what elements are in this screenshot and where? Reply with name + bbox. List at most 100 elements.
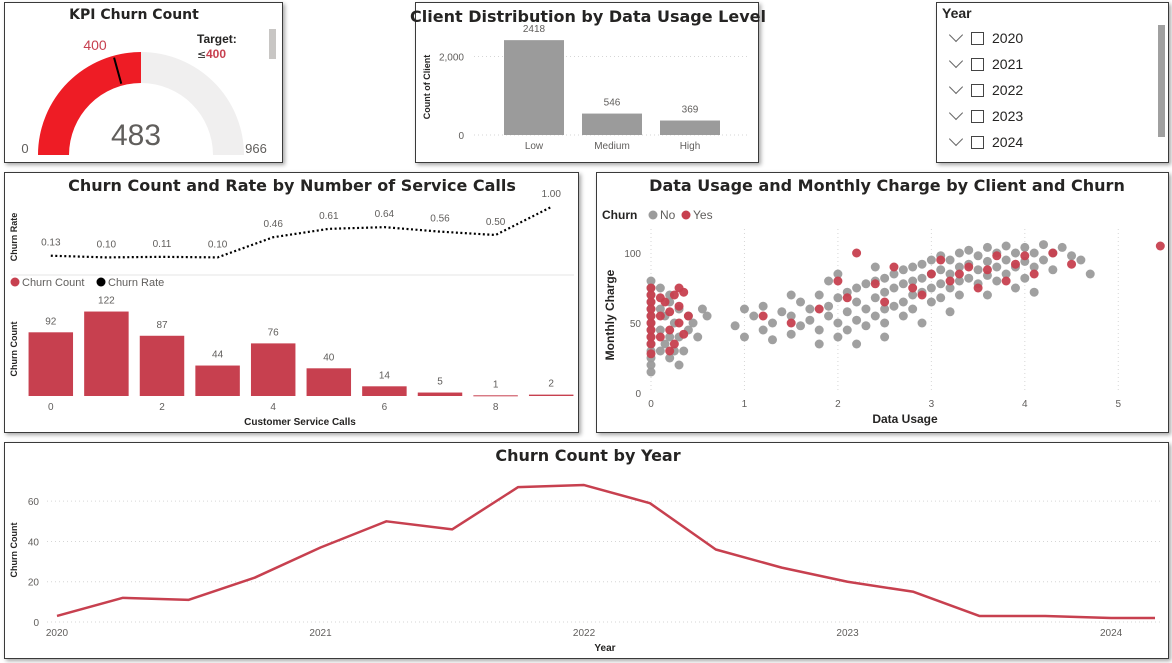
chevron-down-icon[interactable] (948, 53, 964, 69)
scatter-point[interactable] (646, 276, 656, 286)
scatter-point[interactable] (898, 311, 908, 321)
year-slicer-item[interactable]: 2021 (947, 53, 1023, 75)
scatter-point[interactable] (1010, 248, 1020, 258)
scatter-point[interactable] (660, 339, 670, 349)
scatter-point[interactable] (982, 265, 992, 275)
scatter-point[interactable] (767, 335, 777, 345)
churn-count-bar[interactable] (306, 368, 352, 396)
year-checkbox[interactable] (971, 135, 984, 149)
scatter-point[interactable] (908, 290, 918, 300)
year-slicer-item[interactable]: 2023 (947, 105, 1023, 127)
scatter-point[interactable] (646, 304, 656, 314)
scatter-point[interactable] (655, 304, 665, 314)
scatter-point[interactable] (786, 329, 796, 339)
scatter-point[interactable] (964, 273, 974, 283)
scatter-point[interactable] (688, 318, 698, 328)
scatter-point[interactable] (758, 325, 768, 335)
scatter-point[interactable] (674, 360, 684, 370)
scatter-point[interactable] (679, 346, 689, 356)
scatter-point[interactable] (1029, 269, 1039, 279)
scatter-point[interactable] (936, 255, 946, 265)
scatter-point[interactable] (954, 248, 964, 258)
scatter-point[interactable] (805, 304, 815, 314)
year-slicer-item[interactable]: 2020 (947, 27, 1023, 49)
scatter-point[interactable] (674, 301, 684, 311)
scatter-point[interactable] (945, 283, 955, 293)
scatter-point[interactable] (646, 283, 656, 293)
year-checkbox[interactable] (971, 83, 984, 97)
scatter-point[interactable] (908, 283, 918, 293)
scatter-point[interactable] (646, 325, 656, 335)
scatter-point[interactable] (842, 307, 852, 317)
scatter-point[interactable] (861, 321, 871, 331)
scatter-point[interactable] (1039, 240, 1049, 250)
scatter-point[interactable] (1029, 262, 1039, 272)
scatter-point[interactable] (908, 262, 918, 272)
scatter-point[interactable] (852, 315, 862, 325)
scatter-point[interactable] (954, 262, 964, 272)
scatter-point[interactable] (646, 311, 656, 321)
chevron-down-icon[interactable] (948, 131, 964, 147)
scatter-point[interactable] (646, 349, 656, 359)
churn-count-bar[interactable] (528, 394, 574, 396)
scatter-point[interactable] (917, 290, 927, 300)
scatter-point[interactable] (1057, 242, 1067, 252)
year-checkbox[interactable] (971, 109, 984, 123)
scatter-point[interactable] (889, 269, 899, 279)
scatter-point[interactable] (992, 251, 1002, 261)
scatter-point[interactable] (964, 245, 974, 255)
year-slicer-item[interactable]: 2024 (947, 131, 1023, 153)
scatter-point[interactable] (786, 318, 796, 328)
scatter-point[interactable] (646, 339, 656, 349)
usage-bar[interactable] (504, 40, 564, 135)
year-slicer-scrollbar[interactable] (1158, 25, 1165, 137)
scatter-point[interactable] (796, 297, 806, 307)
scatter-point[interactable] (945, 255, 955, 265)
scatter-point[interactable] (655, 346, 665, 356)
scatter-point[interactable] (665, 307, 675, 317)
scatter-point[interactable] (730, 321, 740, 331)
chevron-down-icon[interactable] (948, 105, 964, 121)
scatter-point[interactable] (814, 325, 824, 335)
scatter-point[interactable] (1155, 241, 1165, 251)
scatter-point[interactable] (954, 269, 964, 279)
scatter-point[interactable] (1001, 269, 1011, 279)
scatter-point[interactable] (889, 262, 899, 272)
scatter-point[interactable] (926, 297, 936, 307)
year-checkbox[interactable] (971, 57, 984, 71)
scatter-point[interactable] (954, 276, 964, 286)
scatter-point[interactable] (964, 262, 974, 272)
scatter-point[interactable] (908, 276, 918, 286)
scatter-point[interactable] (889, 283, 899, 293)
scatter-point[interactable] (852, 248, 862, 258)
scatter-point[interactable] (880, 318, 890, 328)
scatter-point[interactable] (814, 290, 824, 300)
scatter-point[interactable] (655, 283, 665, 293)
scatter-point[interactable] (665, 353, 675, 363)
scatter-point[interactable] (833, 318, 843, 328)
scatter-point[interactable] (861, 304, 871, 314)
scatter-point[interactable] (777, 307, 787, 317)
scatter-point[interactable] (1085, 269, 1095, 279)
scatter-point[interactable] (655, 325, 665, 335)
scatter-point[interactable] (786, 311, 796, 321)
scatter-point[interactable] (665, 346, 675, 356)
scatter-point[interactable] (833, 276, 843, 286)
churn-count-bar[interactable] (139, 335, 185, 396)
scatter-point[interactable] (1039, 255, 1049, 265)
scatter-point[interactable] (665, 325, 675, 335)
scatter-point[interactable] (870, 293, 880, 303)
scatter-point[interactable] (674, 318, 684, 328)
scatter-point[interactable] (697, 304, 707, 314)
scatter-point[interactable] (1067, 251, 1077, 261)
scatter-point[interactable] (1029, 248, 1039, 258)
usage-bar[interactable] (582, 113, 642, 135)
scatter-point[interactable] (665, 332, 675, 342)
scatter-point[interactable] (669, 290, 679, 300)
scatter-point[interactable] (898, 279, 908, 289)
scatter-point[interactable] (655, 332, 665, 342)
scatter-point[interactable] (982, 242, 992, 252)
legend-label[interactable]: Churn Rate (108, 277, 164, 289)
year-slicer-item[interactable]: 2022 (947, 79, 1023, 101)
scatter-point[interactable] (767, 318, 777, 328)
